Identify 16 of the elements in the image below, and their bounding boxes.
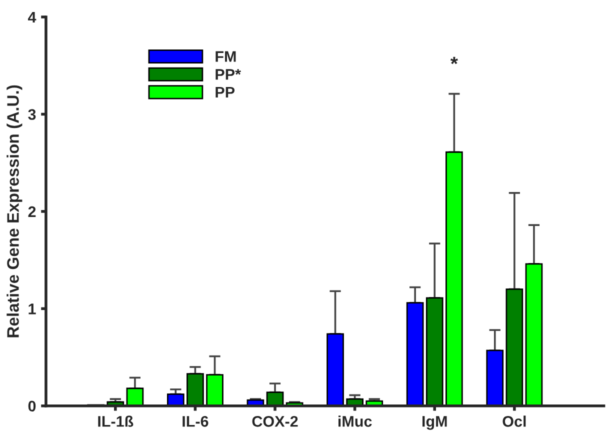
y-tick-label: 4 (28, 12, 36, 23)
y-tick-label: 1 (28, 304, 36, 314)
annotation: * (450, 56, 458, 64)
y-tick-label: 0 (28, 400, 36, 412)
y-tick-label: 3 (28, 109, 36, 120)
x-tick-label: Ocl (502, 416, 526, 427)
y-tick-label: 2 (28, 206, 36, 217)
x-tick-label: IL-1ß (98, 416, 134, 427)
x-tick-label: IgM (422, 416, 447, 430)
x-tick-label: COX-2 (252, 416, 298, 427)
x-tick-label: iMuc (338, 416, 372, 427)
legend-label: PP* (216, 69, 241, 80)
legend-label: FM (216, 51, 236, 62)
legend-label: PP (216, 86, 235, 98)
x-tick-label: IL-6 (182, 416, 208, 427)
y-axis-title: Relative Gene Expression (A.U.) (6, 85, 22, 338)
